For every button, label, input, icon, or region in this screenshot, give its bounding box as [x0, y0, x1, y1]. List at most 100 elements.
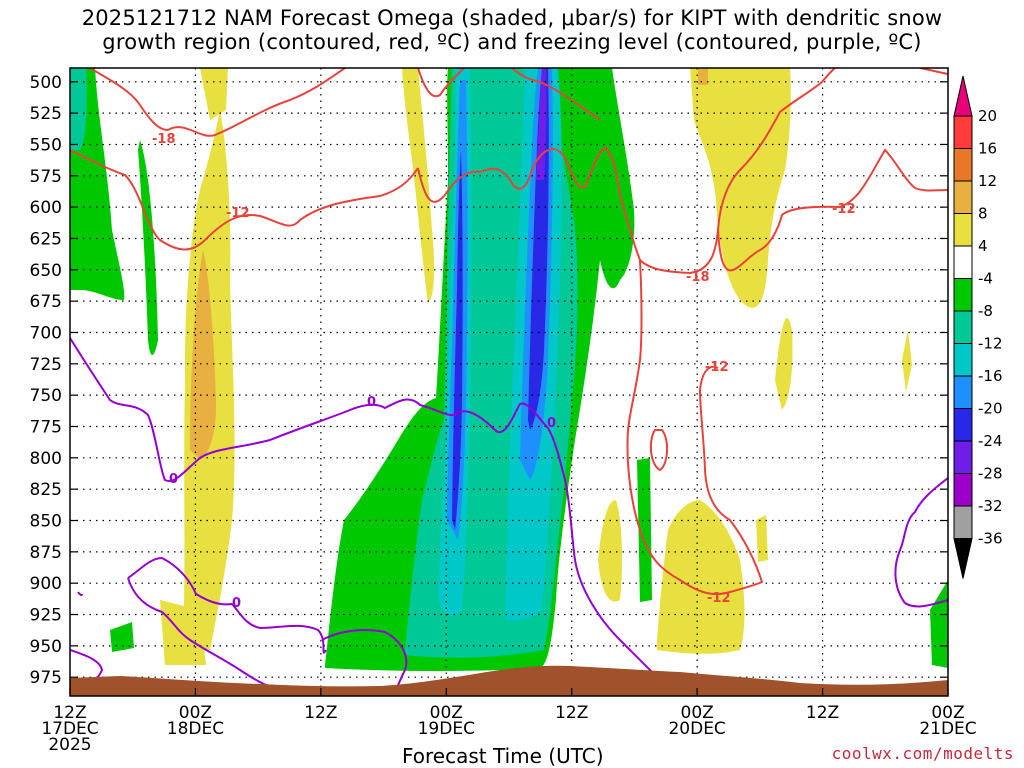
colorbar-label: -20 — [978, 400, 1003, 418]
freezing-contour-bottom-left — [127, 556, 327, 654]
y-tick-label: 675 — [30, 292, 62, 312]
colorbar-segment — [953, 343, 973, 377]
colorbar: 20 16 12 8 4 -4 -8 -12 -16 -20 -24 -28 -32 -36 — [953, 75, 1003, 579]
colorbar-segment — [953, 310, 973, 344]
freezing-label-b: 0 — [169, 472, 178, 487]
y-tick-label: 525 — [30, 104, 62, 124]
omega-shade-yellow-right-low — [657, 500, 745, 654]
temp-label-minus18-a: -18 — [152, 132, 176, 147]
y-tick-label: 550 — [30, 135, 62, 155]
temp-contour-minus12-right-upper — [717, 68, 836, 231]
y-tick-label: 725 — [30, 355, 62, 375]
x-axis-title: Forecast Time (UTC) — [402, 744, 604, 768]
colorbar-label: 4 — [978, 237, 988, 255]
colorbar-label: -32 — [978, 497, 1003, 515]
temp-contour-minus12-rightline — [717, 148, 948, 272]
omega-shade-green-left-low — [110, 622, 134, 652]
omega-shade-yellow-midleft — [402, 68, 435, 302]
colorbar-segment — [953, 148, 973, 182]
freezing-contour-main — [70, 337, 661, 681]
x-tick-label: 00Z — [681, 703, 714, 723]
chart-title-line2: growth region (contoured, red, ºC) and f… — [102, 30, 922, 54]
x-tick-label: 00Z — [430, 703, 463, 723]
temp-contour-minus18-middle — [417, 68, 465, 98]
y-tick-label: 600 — [30, 198, 62, 218]
colorbar-label: -12 — [978, 335, 1003, 353]
temp-label-minus12-d: -12 — [707, 591, 731, 606]
omega-shade-yellow-right-low2 — [598, 500, 623, 602]
colorbar-segment — [953, 505, 973, 539]
colorbar-segment — [953, 440, 973, 474]
colorbar-label: 12 — [978, 172, 997, 190]
x-tick-label: 12Z — [304, 703, 337, 723]
omega-shade-orange-right — [698, 68, 708, 85]
y-tick-label: 975 — [30, 668, 62, 688]
freezing-contour-loop-mid — [321, 629, 408, 696]
freezing-contour-tiny — [77, 591, 83, 597]
colorbar-label: -24 — [978, 432, 1003, 450]
colorbar-label: -16 — [978, 367, 1003, 385]
omega-shade-green-right — [637, 458, 652, 602]
omega-shade-yellow-right-small — [902, 330, 912, 392]
colorbar-label: -36 — [978, 530, 1003, 548]
colorbar-segment — [953, 473, 973, 507]
colorbar-segment — [953, 180, 973, 214]
colorbar-label: -28 — [978, 465, 1003, 483]
colorbar-label: 20 — [978, 107, 997, 125]
y-tick-label: 825 — [30, 480, 62, 500]
y-tick-label: 900 — [30, 574, 62, 594]
omega-shade-teal-left — [70, 68, 87, 150]
colorbar-label: -8 — [978, 302, 993, 320]
colorbar-bottom-tip — [953, 538, 973, 579]
x-tick-label: 17DEC — [41, 719, 98, 739]
x-tick-label: 19DEC — [418, 719, 475, 739]
freezing-label-a: 0 — [367, 395, 376, 410]
temp-label-minus12-c: -12 — [832, 202, 856, 217]
freezing-contour-right — [894, 477, 948, 608]
freezing-contour-loop-lower — [127, 577, 281, 691]
x-tick-label: 2025 — [48, 735, 91, 755]
temperature-contours — [70, 68, 948, 596]
x-tick-label: 00Z — [931, 703, 964, 723]
freezing-label-c: 0 — [232, 596, 241, 611]
temp-label-minus12-a: -12 — [226, 206, 250, 221]
credit-text: coolwx.com/modelts — [831, 744, 1014, 763]
omega-shade-yellow-left2 — [160, 600, 206, 665]
freezing-label-d: 0 — [547, 416, 556, 431]
colorbar-segment — [953, 213, 973, 247]
temp-label-minus18-b: -18 — [686, 270, 710, 285]
y-tick-label: 500 — [30, 73, 62, 93]
x-tick-label: 00Z — [179, 703, 212, 723]
y-tick-label: 950 — [30, 637, 62, 657]
x-tick-label: 12Z — [806, 703, 839, 723]
colorbar-segment — [953, 408, 973, 442]
x-tick-label: 12Z — [53, 703, 86, 723]
omega-shade-yellow-right — [690, 68, 791, 308]
y-axis: 500 525 550 575 600 625 650 675 700 725 750 775 800 8… — [30, 73, 948, 688]
omega-shade-green-left2 — [138, 140, 158, 355]
omega-shade-yellow-right-mid — [775, 318, 793, 410]
temp-contour-minus12-lowright — [626, 259, 764, 596]
y-tick-label: 650 — [30, 261, 62, 281]
y-tick-label: 700 — [30, 323, 62, 343]
contour-labels: -18 -12 -18 -12 -12 -12 0 0 0 0 — [152, 132, 856, 611]
temp-contour-minus18-upper — [511, 68, 601, 121]
temp-contour-small-loop — [649, 429, 668, 472]
colorbar-segment — [953, 115, 973, 149]
chart-title-line1: 2025121712 NAM Forecast Omega (shaded, μ… — [81, 6, 943, 30]
y-tick-label: 750 — [30, 386, 62, 406]
y-tick-label: 875 — [30, 543, 62, 563]
omega-shade-darkblue-left — [452, 150, 463, 530]
x-tick-label: 20DEC — [668, 719, 725, 739]
temp-contour-minus12-left — [70, 149, 419, 251]
temp-contour-minus18-left — [89, 68, 346, 137]
colorbar-label: -4 — [978, 270, 993, 288]
y-tick-label: 625 — [30, 229, 62, 249]
colorbar-segment — [953, 375, 973, 409]
colorbar-segment — [953, 245, 973, 279]
omega-shade-orange-left — [190, 250, 217, 460]
y-tick-label: 800 — [30, 449, 62, 469]
